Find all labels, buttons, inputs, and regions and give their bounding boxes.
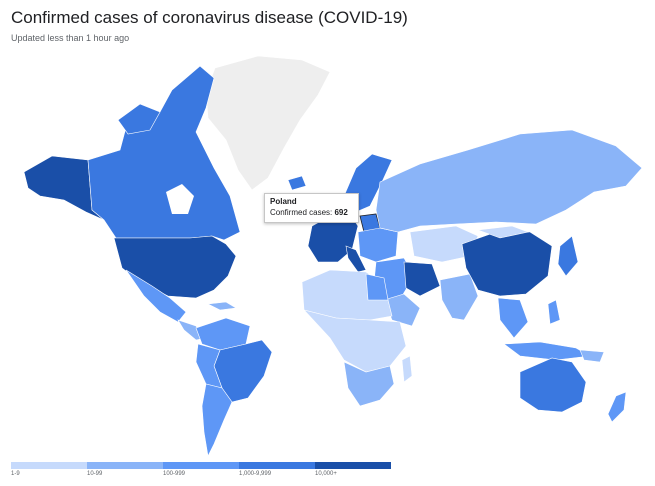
region-madagascar[interactable] [401,355,413,383]
region-australia[interactable] [519,357,587,413]
legend-swatch-1 [11,462,87,469]
region-eastern-europe[interactable] [357,227,399,263]
legend-swatch-5 [315,462,391,469]
legend-swatch-3 [163,462,239,469]
legend-label-3: 100-999 [163,471,186,477]
tooltip-value: 692 [334,208,348,217]
region-canada-islands[interactable] [117,103,161,135]
region-mongolia[interactable] [477,225,530,239]
region-russia[interactable] [375,129,643,233]
color-legend: 1-9 10-99 100-999 1,000-9,999 10,000+ [11,462,391,482]
region-italy[interactable] [345,245,367,273]
legend-label-2: 10-99 [87,471,103,477]
region-arabian-peninsula[interactable] [383,293,421,327]
region-indonesia[interactable] [503,341,591,361]
legend-label-4: 1,000-9,999 [239,471,272,477]
tooltip-country: Poland [270,197,297,206]
legend-swatch-2 [87,462,163,469]
region-china[interactable] [461,231,553,297]
region-mexico[interactable] [125,269,187,323]
region-iceland[interactable] [287,175,307,191]
tooltip-label: Confirmed cases: [270,208,333,217]
region-egypt[interactable] [365,273,389,301]
legend-bar [11,462,391,469]
legend-labels: 1-9 10-99 100-999 1,000-9,999 10,000+ [11,471,391,477]
region-caribbean[interactable] [206,301,237,311]
region-philippines[interactable] [547,299,561,325]
region-central-africa[interactable] [303,309,407,373]
region-new-zealand[interactable] [607,391,627,423]
region-southern-cone[interactable] [201,383,233,457]
region-southern-africa[interactable] [343,361,395,407]
water-hudson-bay [166,184,194,214]
page-subtitle: Updated less than 1 hour ago [11,33,130,43]
region-south-asia[interactable] [439,273,479,321]
region-japan-korea[interactable] [557,235,579,277]
page-title: Confirmed cases of coronavirus disease (… [11,8,408,27]
region-papua[interactable] [579,349,605,363]
region-alaska[interactable] [23,155,105,221]
legend-label-5: 10,000+ [315,471,337,477]
region-southeast-asia[interactable] [497,297,529,339]
world-map [23,55,643,457]
map-tooltip: Poland Confirmed cases: 692 [264,193,359,223]
legend-swatch-4 [239,462,315,469]
legend-label-1: 1-9 [11,471,20,477]
region-united-states[interactable] [113,235,237,299]
region-iran[interactable] [403,261,441,297]
region-greenland[interactable] [205,55,331,191]
